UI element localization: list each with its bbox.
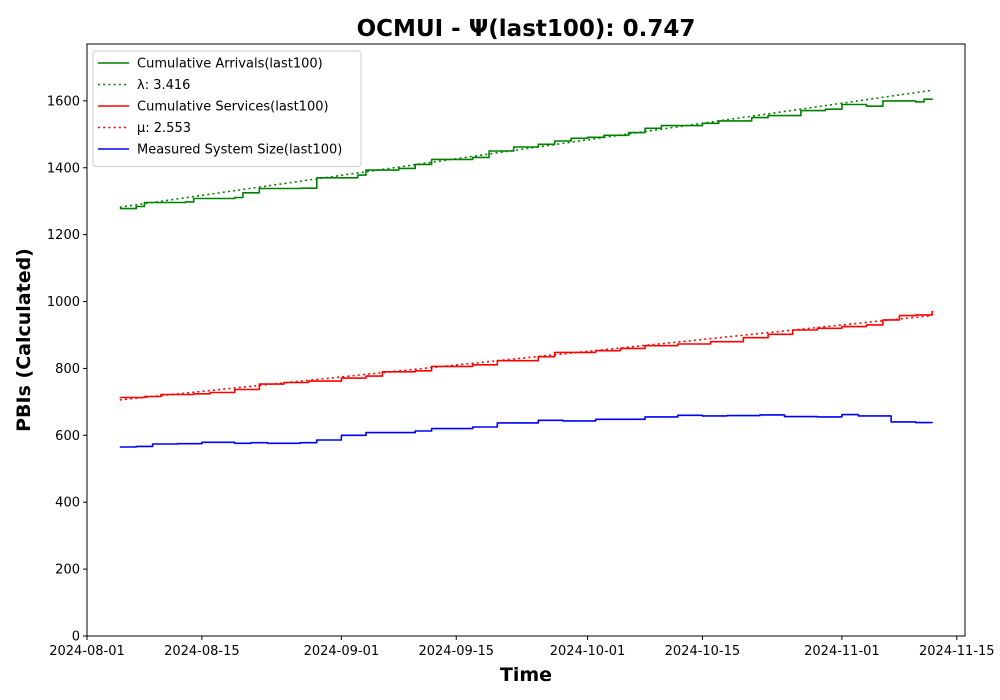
legend: Cumulative Arrivals(last100) λ: 3.416 Cumu… — [92, 50, 362, 167]
x-tick-label: 2024-11-01 — [804, 644, 880, 659]
x-axis: 2024-08-01 2024-08-15 2024-09-01 2024-09-15… — [49, 636, 995, 659]
legend-label: λ: 3.416 — [137, 78, 190, 93]
series-line-cumulative-services-last100 — [119, 310, 934, 399]
y-tick-label: 1400 — [47, 161, 80, 176]
x-tick-label: 2024-10-01 — [550, 644, 626, 659]
plot-area — [119, 89, 934, 448]
series-line-measured-system-size-last100 — [119, 413, 934, 448]
x-tick-label: 2024-08-15 — [164, 644, 240, 659]
legend-label: μ: 2.553 — [137, 121, 191, 136]
y-tick-label: 400 — [55, 496, 80, 511]
y-tick-label: 1000 — [47, 295, 80, 310]
chart-title: OCMUI - Ψ(last100): 0.747 — [357, 16, 696, 42]
axes-frame — [86, 43, 966, 637]
y-tick-label: 0 — [72, 630, 80, 645]
series-line-3-416 — [119, 89, 933, 208]
legend-label: Cumulative Arrivals(last100) — [137, 57, 323, 72]
legend-label: Measured System Size(last100) — [137, 143, 342, 158]
legend-label: Cumulative Services(last100) — [137, 100, 329, 115]
series-line-2-553 — [119, 314, 933, 401]
y-tick-label: 600 — [55, 429, 80, 444]
y-tick-label: 800 — [55, 362, 80, 377]
x-axis-label: Time — [500, 664, 552, 686]
y-tick-label: 1200 — [47, 228, 80, 243]
y-axis-label: PBIs (Calculated) — [13, 248, 35, 432]
series-line-cumulative-arrivals-last100 — [119, 98, 934, 210]
y-tick-label: 200 — [55, 563, 80, 578]
x-tick-label: 2024-09-15 — [418, 644, 494, 659]
x-tick-label: 2024-09-01 — [304, 644, 380, 659]
x-tick-label: 2024-11-15 — [919, 644, 995, 659]
x-tick-label: 2024-08-01 — [49, 644, 125, 659]
y-axis: 0 200 400 600 800 1000 1200 1400 1600 — [47, 94, 87, 645]
legend-box — [92, 50, 362, 167]
y-tick-label: 1600 — [47, 94, 80, 109]
x-tick-label: 2024-10-15 — [665, 644, 741, 659]
